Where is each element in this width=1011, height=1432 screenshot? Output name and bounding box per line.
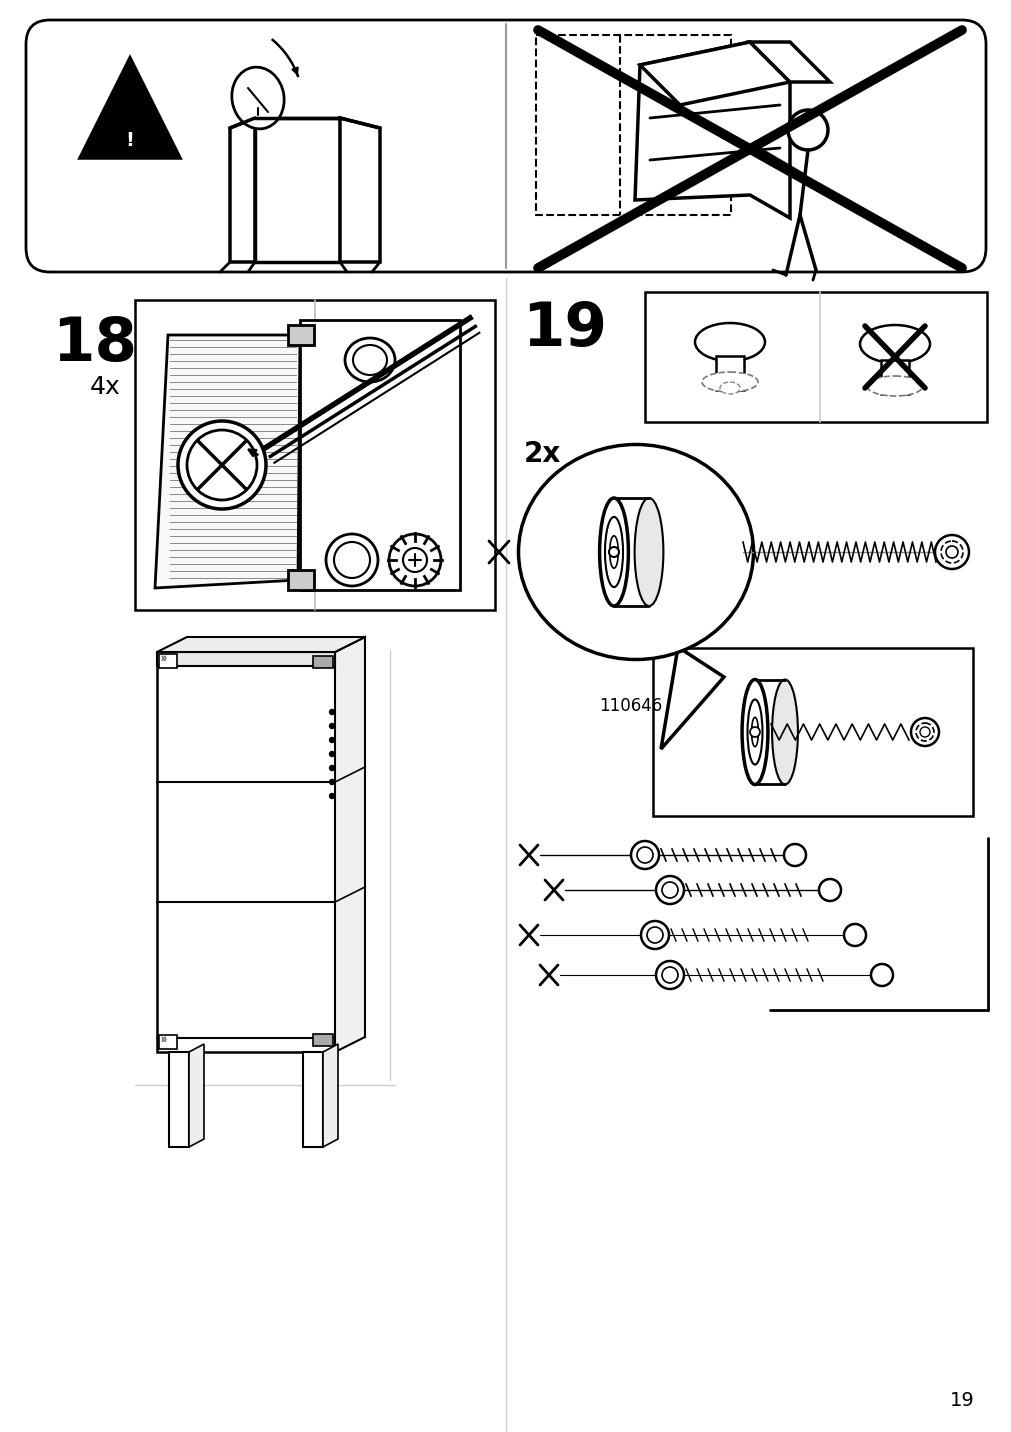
Circle shape <box>326 534 378 586</box>
Ellipse shape <box>631 841 658 869</box>
Ellipse shape <box>719 382 739 394</box>
Polygon shape <box>335 637 365 1053</box>
Circle shape <box>919 727 929 737</box>
Circle shape <box>945 546 957 558</box>
Polygon shape <box>155 335 299 589</box>
Bar <box>881 359 908 394</box>
Ellipse shape <box>345 338 394 382</box>
Text: 19: 19 <box>949 1390 974 1411</box>
Circle shape <box>330 779 335 785</box>
Circle shape <box>609 547 619 557</box>
Circle shape <box>330 709 335 715</box>
Bar <box>159 1035 177 1050</box>
Circle shape <box>402 548 427 571</box>
Circle shape <box>330 737 335 743</box>
Circle shape <box>330 766 335 770</box>
Ellipse shape <box>640 921 668 949</box>
Polygon shape <box>323 1044 338 1147</box>
Polygon shape <box>749 42 829 82</box>
Polygon shape <box>634 42 790 218</box>
Bar <box>644 292 986 422</box>
Ellipse shape <box>915 723 933 740</box>
Circle shape <box>330 793 335 799</box>
Ellipse shape <box>934 536 969 569</box>
Circle shape <box>334 541 370 579</box>
Ellipse shape <box>747 699 761 765</box>
Ellipse shape <box>655 876 683 904</box>
Polygon shape <box>639 42 790 105</box>
Polygon shape <box>229 117 255 262</box>
Ellipse shape <box>843 924 865 947</box>
Circle shape <box>187 430 257 500</box>
Ellipse shape <box>232 67 284 129</box>
Polygon shape <box>660 647 723 749</box>
Text: ⟫⟫: ⟫⟫ <box>161 656 168 662</box>
Ellipse shape <box>784 843 805 866</box>
Bar <box>134 299 494 610</box>
Ellipse shape <box>518 444 753 660</box>
Ellipse shape <box>866 377 922 397</box>
Circle shape <box>330 752 335 756</box>
Ellipse shape <box>771 680 797 785</box>
Ellipse shape <box>605 517 623 587</box>
Circle shape <box>788 110 827 150</box>
Ellipse shape <box>655 961 683 990</box>
Text: 18: 18 <box>52 315 136 374</box>
Bar <box>312 1034 333 1045</box>
Ellipse shape <box>609 536 618 569</box>
Circle shape <box>636 846 652 863</box>
Ellipse shape <box>751 717 757 746</box>
Polygon shape <box>299 319 460 590</box>
Polygon shape <box>340 117 379 262</box>
Ellipse shape <box>353 345 386 375</box>
Ellipse shape <box>741 680 767 785</box>
Polygon shape <box>189 1044 204 1147</box>
Ellipse shape <box>702 372 757 392</box>
Circle shape <box>646 927 662 944</box>
Ellipse shape <box>910 717 938 746</box>
Circle shape <box>661 967 677 982</box>
Text: !: ! <box>125 130 134 149</box>
Text: ⟫⟫: ⟫⟫ <box>161 1037 168 1042</box>
Ellipse shape <box>695 324 764 361</box>
Polygon shape <box>157 637 365 652</box>
Polygon shape <box>80 59 180 158</box>
Bar <box>312 656 333 667</box>
Circle shape <box>330 723 335 729</box>
Bar <box>159 654 177 667</box>
Polygon shape <box>255 117 340 262</box>
Bar <box>652 649 972 816</box>
Bar <box>157 652 335 666</box>
Ellipse shape <box>859 325 929 362</box>
Bar <box>169 1053 189 1147</box>
Bar <box>157 652 335 1053</box>
Ellipse shape <box>940 541 962 563</box>
Text: 2x: 2x <box>524 440 561 468</box>
Ellipse shape <box>599 498 628 606</box>
Ellipse shape <box>870 964 892 987</box>
Bar <box>288 325 313 345</box>
Circle shape <box>388 534 441 586</box>
Circle shape <box>749 727 759 737</box>
Ellipse shape <box>818 879 840 901</box>
Circle shape <box>178 421 266 508</box>
Ellipse shape <box>634 498 663 606</box>
Bar <box>536 34 730 215</box>
Circle shape <box>661 882 677 898</box>
Text: 4x: 4x <box>90 375 120 400</box>
Text: 19: 19 <box>522 299 607 359</box>
Bar <box>302 1053 323 1147</box>
Polygon shape <box>80 59 180 158</box>
FancyBboxPatch shape <box>26 20 985 272</box>
Bar <box>288 570 313 590</box>
Bar <box>716 357 743 390</box>
Text: 110646: 110646 <box>599 697 662 715</box>
